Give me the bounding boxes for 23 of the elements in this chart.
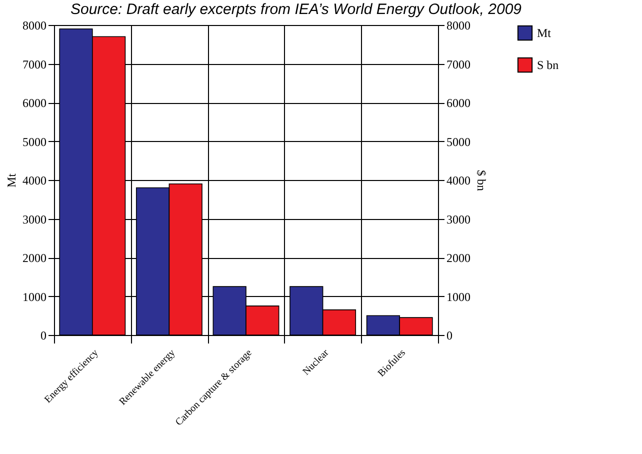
y-tick-label: 8000: [22, 18, 46, 32]
y2-tick-label: 3000: [446, 212, 470, 226]
y2-tick-label: 4000: [446, 174, 470, 188]
y-tick-label: 1000: [22, 290, 46, 304]
y-tick-label: 5000: [22, 134, 46, 149]
y-axis-title: Mt: [4, 172, 18, 188]
y2-tick-label: 8000: [446, 18, 470, 32]
y2-tick-label: 0: [446, 328, 452, 342]
y2-axis-title: $ bn: [474, 170, 488, 191]
y2-tick-label: 2000: [446, 251, 470, 265]
y2-tick-label: 5000: [446, 134, 470, 149]
legend-label: Mt: [537, 26, 552, 40]
y-tick-label: 4000: [22, 174, 46, 188]
y2-tick-label: 1000: [446, 290, 470, 304]
source-note: Source: Draft early excerpts from IEA’s World Energy Outlook, 2009: [70, 1, 522, 18]
legend-label: S bn: [537, 58, 559, 72]
y-tick-label: 0: [40, 328, 46, 342]
y-tick-label: 3000: [22, 212, 46, 226]
y2-tick-label: 6000: [446, 96, 470, 110]
y-tick-label: 2000: [22, 251, 46, 265]
y-tick-label: 6000: [22, 96, 46, 110]
y-tick-label: 7000: [22, 57, 46, 72]
y2-tick-label: 7000: [446, 57, 470, 72]
